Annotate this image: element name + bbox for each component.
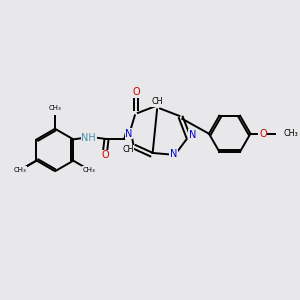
Text: N: N (189, 130, 196, 140)
Text: CH: CH (151, 97, 163, 106)
Text: N: N (170, 149, 177, 159)
Text: CH₃: CH₃ (283, 129, 298, 138)
Text: CH₃: CH₃ (49, 106, 61, 112)
Text: O: O (259, 129, 267, 139)
Text: CH₃: CH₃ (14, 167, 27, 173)
Text: CH: CH (123, 146, 134, 154)
Text: N: N (125, 129, 133, 139)
Text: NH: NH (81, 133, 96, 142)
Text: CH₃: CH₃ (83, 167, 96, 173)
Text: O: O (101, 150, 109, 160)
Text: O: O (133, 87, 140, 97)
